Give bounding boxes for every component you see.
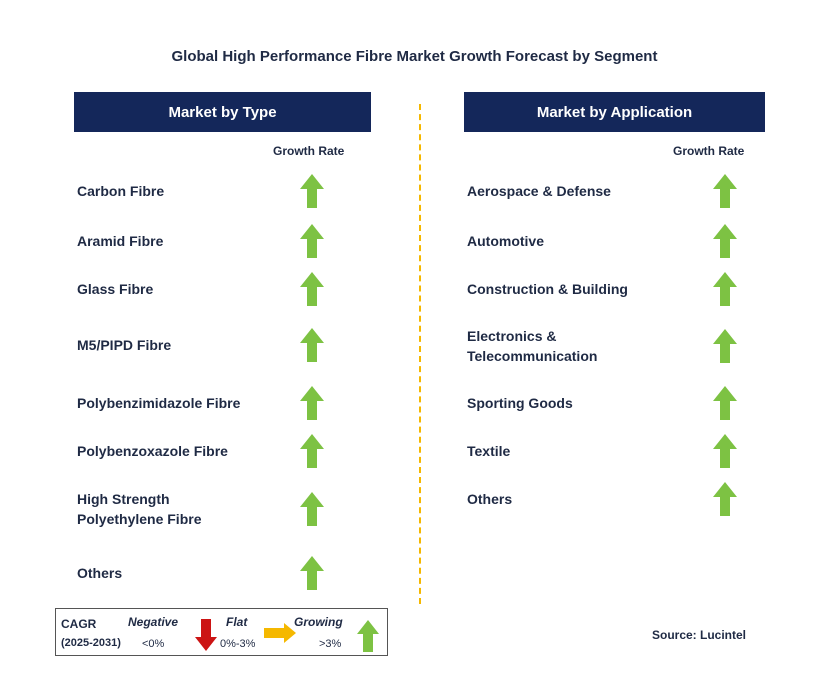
up-arrow-icon	[713, 272, 737, 306]
up-arrow-icon	[713, 329, 737, 363]
legend-negative-range: <0%	[142, 638, 165, 650]
application-segment-label: Automotive	[467, 233, 544, 249]
panel-divider	[419, 104, 421, 604]
up-arrow-icon	[713, 174, 737, 208]
right-panel-header: Market by Application	[464, 92, 765, 132]
legend-period: (2025-2031)	[61, 637, 121, 649]
legend-cagr-label: CAGR	[61, 617, 97, 631]
application-segment-label: Aerospace & Defense	[467, 183, 611, 199]
left-growth-rate-label: Growth Rate	[273, 144, 345, 158]
application-segment-label: Construction & Building	[467, 281, 628, 297]
application-segment-label: Others	[467, 491, 513, 507]
up-arrow-icon	[713, 434, 737, 468]
right-growth-rate-label: Growth Rate	[673, 144, 745, 158]
legend-flat-label: Flat	[226, 615, 248, 629]
up-arrow-icon	[300, 272, 324, 306]
type-segment-label: Polybenzimidazole Fibre	[77, 395, 241, 411]
legend-box: CAGR (2025-2031) Negative <0% Flat 0%-3%…	[55, 608, 388, 656]
up-arrow-icon	[713, 386, 737, 420]
type-segment-label: Others	[77, 565, 123, 581]
left-panel-header: Market by Type	[74, 92, 371, 132]
type-segment-label: Carbon Fibre	[77, 183, 165, 199]
up-arrow-icon	[300, 224, 324, 258]
chart-title: Global High Performance Fibre Market Gro…	[171, 48, 658, 65]
up-arrow-icon	[357, 620, 379, 652]
type-segment-label: M5/PIPD Fibre	[77, 337, 172, 353]
up-arrow-icon	[300, 434, 324, 468]
legend-negative-label: Negative	[128, 615, 179, 629]
up-arrow-icon	[713, 482, 737, 516]
up-arrow-icon	[300, 386, 324, 420]
type-segment-label: Polybenzoxazole Fibre	[77, 443, 228, 459]
application-segment-label: Electronics & Telecommunication	[467, 328, 598, 364]
application-segment-label: Sporting Goods	[467, 395, 573, 411]
type-segment-label: High Strength Polyethylene Fibre	[77, 491, 202, 527]
up-arrow-icon	[300, 492, 324, 526]
legend-flat-range: 0%-3%	[220, 638, 256, 650]
right-arrow-icon	[264, 623, 296, 643]
type-segment-label: Aramid Fibre	[77, 233, 164, 249]
up-arrow-icon	[300, 174, 324, 208]
legend-growing-label: Growing	[294, 615, 343, 629]
source-note: Source: Lucintel	[652, 628, 747, 642]
up-arrow-icon	[300, 556, 324, 590]
up-arrow-icon	[713, 224, 737, 258]
application-segment-label: Textile	[467, 443, 511, 459]
type-segment-label: Glass Fibre	[77, 281, 154, 297]
legend-growing-range: >3%	[319, 638, 342, 650]
down-arrow-icon	[195, 619, 217, 651]
up-arrow-icon	[300, 328, 324, 362]
